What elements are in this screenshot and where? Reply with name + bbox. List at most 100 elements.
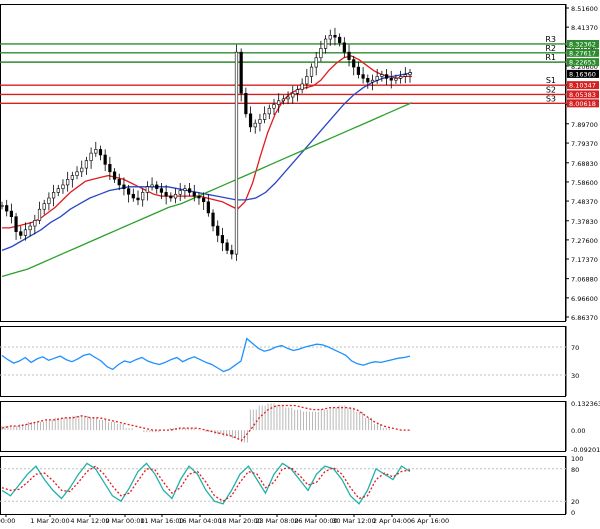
price-tick-label: 6.96600 — [571, 295, 598, 303]
price-tick-label: 8.20600 — [571, 63, 598, 71]
time-axis: 00:00 1 Mar 20:004 Mar 12:009 Mar 00:0011… — [0, 514, 449, 525]
candle-body — [375, 76, 379, 81]
candle-body — [42, 203, 46, 210]
candle-body — [150, 184, 154, 188]
candle-body — [37, 208, 42, 221]
candle-body — [239, 51, 243, 94]
level-badge-r2 — [567, 48, 599, 57]
candle-body — [295, 89, 300, 94]
candles-group — [0, 27, 412, 261]
time-tick-label: 23 Mar 08:00 — [255, 517, 298, 525]
candle-body — [127, 188, 131, 195]
price-tick-label: 7.37830 — [571, 218, 598, 226]
ma-fast-line — [2, 55, 412, 229]
price-tick-label: 7.79370 — [571, 140, 598, 148]
level-price-s2: 8.05383 — [569, 91, 596, 99]
stoch-d-line — [1, 465, 411, 502]
candle-body — [197, 195, 201, 199]
candle-body — [80, 167, 84, 173]
candle-body — [370, 79, 375, 83]
candle-body — [75, 171, 79, 176]
ma-mid-line — [1, 72, 413, 252]
candle-body — [159, 188, 164, 193]
rsi-line — [1, 337, 411, 373]
candle-body — [103, 154, 107, 165]
candle-body — [117, 179, 121, 186]
rsi-tick-label: 30 — [571, 372, 579, 380]
candle-body — [408, 72, 412, 75]
macd-tick-label: -0.092012 — [571, 446, 600, 454]
candle-body — [216, 225, 220, 236]
candle-body — [291, 92, 295, 98]
candle-body — [347, 51, 351, 60]
price-tick-label: 7.06880 — [571, 276, 598, 284]
level-name-r2: R2 — [545, 44, 556, 53]
level-name-s1: S1 — [546, 76, 556, 85]
ma-slow-line — [1, 102, 413, 278]
time-tick-label: 26 Mar 00:00 — [294, 517, 337, 525]
level-price-r3: 8.32362 — [569, 40, 596, 48]
candle-body — [70, 175, 74, 180]
candle-body — [61, 184, 65, 189]
time-tick-label: 2 Apr 04:00 — [373, 517, 411, 525]
candle-body — [9, 210, 13, 218]
candle-body — [112, 171, 117, 180]
candle-body — [141, 192, 145, 201]
candle-body — [51, 192, 56, 199]
candle-body — [281, 98, 285, 102]
candle-body — [380, 74, 384, 77]
stoch-tick-label: 80 — [571, 466, 579, 474]
candle-body — [352, 59, 356, 68]
level-name-s2: S2 — [546, 85, 556, 94]
macd-tick-label: 0.132363 — [571, 400, 600, 408]
level-price-s3: 8.00618 — [569, 100, 596, 108]
candle-body — [314, 57, 318, 68]
candle-body — [145, 186, 149, 193]
current-price-badge — [567, 69, 599, 78]
candle-body — [333, 35, 337, 38]
price-panel: 8.516008.413708.311408.206008.103708.001… — [0, 4, 599, 322]
level-name-r3: R3 — [545, 35, 556, 44]
candle-body — [300, 83, 304, 90]
candle-body — [14, 216, 18, 232]
stoch-tick-label: 100 — [571, 455, 583, 463]
candle-body — [192, 192, 196, 197]
candle-body — [66, 179, 70, 186]
candle-body — [220, 235, 225, 244]
candle-body — [108, 164, 112, 173]
candle-body — [286, 96, 290, 100]
candle-body — [323, 38, 328, 49]
stoch-k-line — [1, 462, 411, 505]
candle-body — [19, 231, 23, 236]
candle-body — [56, 188, 60, 193]
candle-body — [187, 188, 192, 193]
price-panel-frame — [0, 4, 566, 322]
candle-body — [356, 66, 361, 75]
price-tick-label: 6.86370 — [571, 314, 598, 322]
level-name-r1: R1 — [545, 53, 556, 62]
candle-body — [328, 35, 332, 40]
candle-body — [305, 76, 309, 85]
candle-body — [258, 119, 262, 124]
price-tick-label: 7.89700 — [571, 121, 598, 129]
current-price-label: 8.16360 — [569, 70, 596, 78]
candle-body — [267, 107, 271, 115]
time-tick-label: 00:00 — [0, 517, 15, 525]
candle-body — [234, 51, 239, 255]
level-badge-r1 — [567, 58, 599, 67]
level-price-s1: 8.10347 — [569, 82, 596, 90]
candle-body — [155, 184, 159, 189]
candle-body — [183, 188, 187, 191]
candle-body — [403, 74, 407, 77]
candle-body — [0, 205, 4, 207]
price-tick-label: 8.41370 — [571, 24, 598, 32]
candle-body — [244, 92, 248, 115]
level-name-s3: S3 — [546, 94, 556, 103]
time-tick-label: 30 Mar 12:00 — [332, 517, 375, 525]
candle-body — [338, 36, 342, 44]
stochastic-panel: 100 80 20 0 — [0, 455, 583, 517]
candle-body — [230, 250, 234, 255]
macd-tick-label: 0.00 — [571, 427, 585, 435]
stoch-tick-label: 20 — [571, 498, 579, 506]
candle-body — [122, 184, 126, 189]
